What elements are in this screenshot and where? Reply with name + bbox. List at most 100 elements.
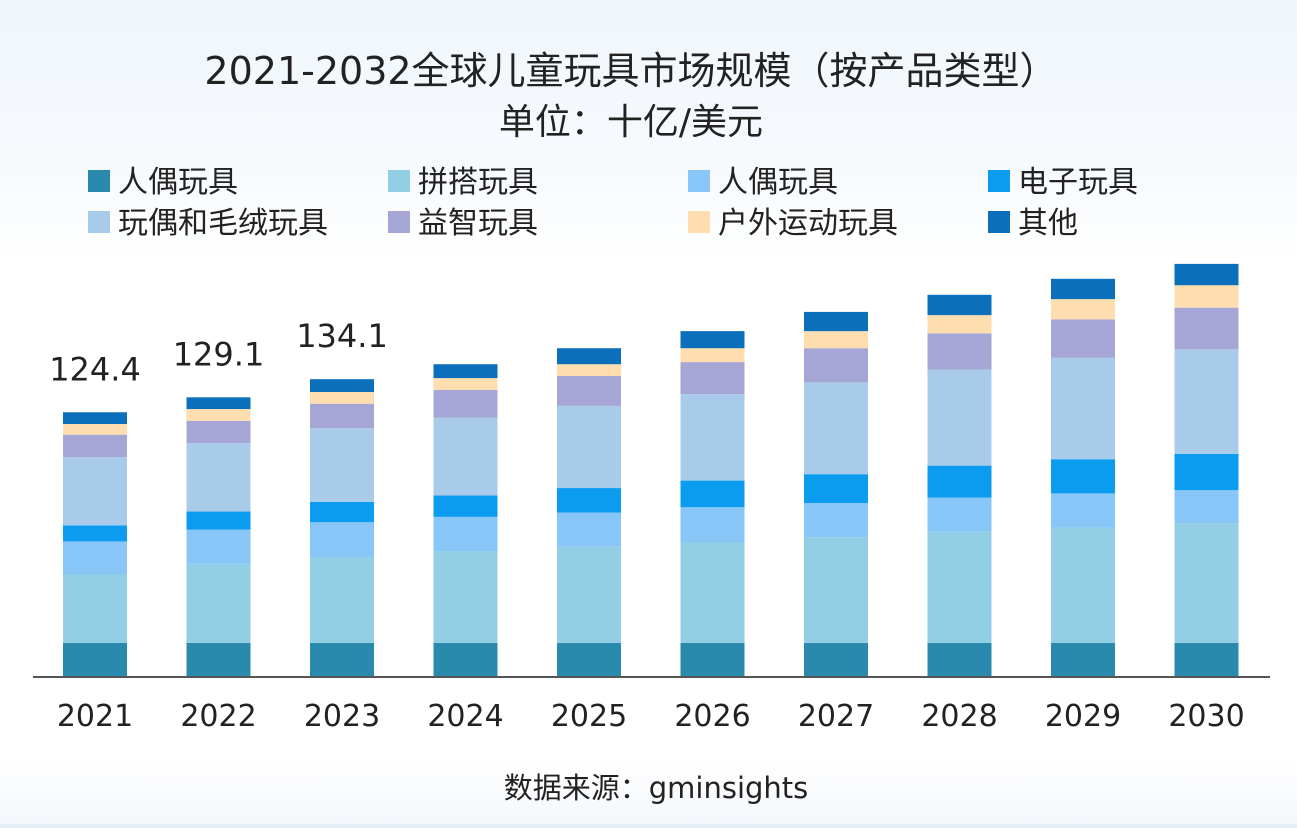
bar-segment [927, 465, 992, 498]
bar-segment [927, 369, 992, 466]
legend-label: 拼搭玩具 [418, 165, 538, 200]
bar-segment [186, 443, 251, 512]
bar-segment [63, 434, 127, 458]
bar-segment [1051, 493, 1115, 528]
legend-label: 户外运动玩具 [718, 206, 898, 241]
bar-segment [63, 642, 127, 677]
bar-segment [63, 574, 127, 643]
bar-segment [186, 642, 251, 677]
bar-segment [186, 420, 251, 444]
legend-swatch [88, 170, 110, 192]
bar-segment [680, 348, 745, 363]
bar-segment [63, 424, 127, 435]
bar-segment [804, 331, 868, 349]
bar-stack-2030 [1174, 263, 1239, 677]
bar-segment [680, 394, 745, 481]
x-tick-label: 2024 [427, 699, 503, 734]
bar-segment [433, 642, 498, 677]
x-tick-label: 2023 [304, 699, 380, 734]
x-tick-label: 2026 [674, 699, 750, 734]
bar-segment [680, 331, 745, 349]
bar-segment [186, 397, 251, 410]
bar-segment [680, 542, 745, 643]
bar-segment [927, 642, 992, 677]
bar-stack-2024 [433, 364, 498, 677]
bar-segment [1174, 490, 1239, 524]
legend-item: 其他 [988, 206, 1078, 241]
bar-segment [557, 546, 621, 643]
x-tick-labels-group: 2021 2022 2023 2024 2025 2026 2027 2028 2029 2030 [57, 699, 1245, 734]
bar-segment [1051, 299, 1115, 320]
bar-segment [1174, 642, 1239, 677]
bar-segment [557, 364, 621, 376]
bar-segment [1051, 527, 1115, 643]
bar-segment [804, 502, 868, 538]
bar-segment [1051, 319, 1115, 358]
source-note: 数据来源：gminsights [504, 771, 809, 805]
bar-segment [1174, 523, 1239, 643]
x-tick-label: 2021 [57, 699, 133, 734]
bar-segment [804, 474, 868, 503]
legend-item: 拼搭玩具 [388, 165, 538, 200]
legend-swatch [388, 170, 410, 192]
legend-item: 户外运动玩具 [688, 206, 898, 241]
bar-segment [310, 501, 374, 523]
legend-label: 玩偶和毛绒玩具 [118, 206, 328, 241]
bar-stack-2021 [63, 412, 127, 677]
bar-segment [557, 348, 621, 365]
legend-swatch [988, 170, 1010, 192]
legend-label: 其他 [1018, 206, 1078, 241]
bar-segment [186, 409, 251, 421]
bar-segment [680, 507, 745, 543]
legend-label: 人偶玩具 [718, 165, 838, 200]
bar-segment [310, 403, 374, 429]
bar-segment [1051, 642, 1115, 677]
bar-segment [310, 379, 374, 392]
bar-segment [1174, 349, 1239, 454]
bar-segment [680, 642, 745, 677]
legend-label: 人偶玩具 [118, 165, 238, 200]
chart-title: 2021-2032全球儿童玩具市场规模（按产品类型） [204, 49, 1057, 93]
bar-segment [557, 512, 621, 547]
legend-swatch [388, 211, 410, 233]
bar-segment [927, 333, 992, 370]
x-tick-label: 2025 [551, 699, 627, 734]
bar-stack-2026 [680, 331, 745, 677]
bar-segment [1174, 453, 1239, 491]
legend-item: 人偶玩具 [688, 165, 838, 200]
bar-segment [433, 495, 498, 517]
x-tick-label: 2030 [1168, 699, 1244, 734]
bar-segment [63, 525, 127, 542]
bar-segment [63, 457, 127, 526]
bar-segment [927, 294, 992, 316]
bar-segment [557, 488, 621, 513]
bar-segment [310, 557, 374, 643]
bar-segment [63, 412, 127, 425]
legend-swatch [88, 211, 110, 233]
bar-stack-2028 [927, 294, 992, 677]
legend-swatch [988, 211, 1010, 233]
total-value-label: 134.1 [296, 317, 388, 355]
bars-group [63, 263, 1239, 677]
bar-segment [804, 382, 868, 475]
legend-item: 玩偶和毛绒玩具 [88, 206, 328, 241]
bar-segment [557, 375, 621, 406]
bar-segment [433, 516, 498, 552]
bar-segment [1051, 459, 1115, 494]
legend-item: 益智玩具 [388, 206, 538, 241]
total-labels-group: 124.4 129.1 134.1 [49, 317, 388, 388]
bar-stack-2023 [310, 379, 374, 677]
bar-segment [186, 511, 251, 530]
bar-segment [1174, 307, 1239, 350]
bar-segment [310, 522, 374, 558]
bar-segment [186, 563, 251, 643]
bar-segment [804, 642, 868, 677]
bar-segment [310, 428, 374, 502]
bar-stack-2022 [186, 397, 251, 677]
x-tick-label: 2022 [180, 699, 256, 734]
bar-segment [310, 391, 374, 404]
legend-label: 益智玩具 [418, 206, 538, 241]
